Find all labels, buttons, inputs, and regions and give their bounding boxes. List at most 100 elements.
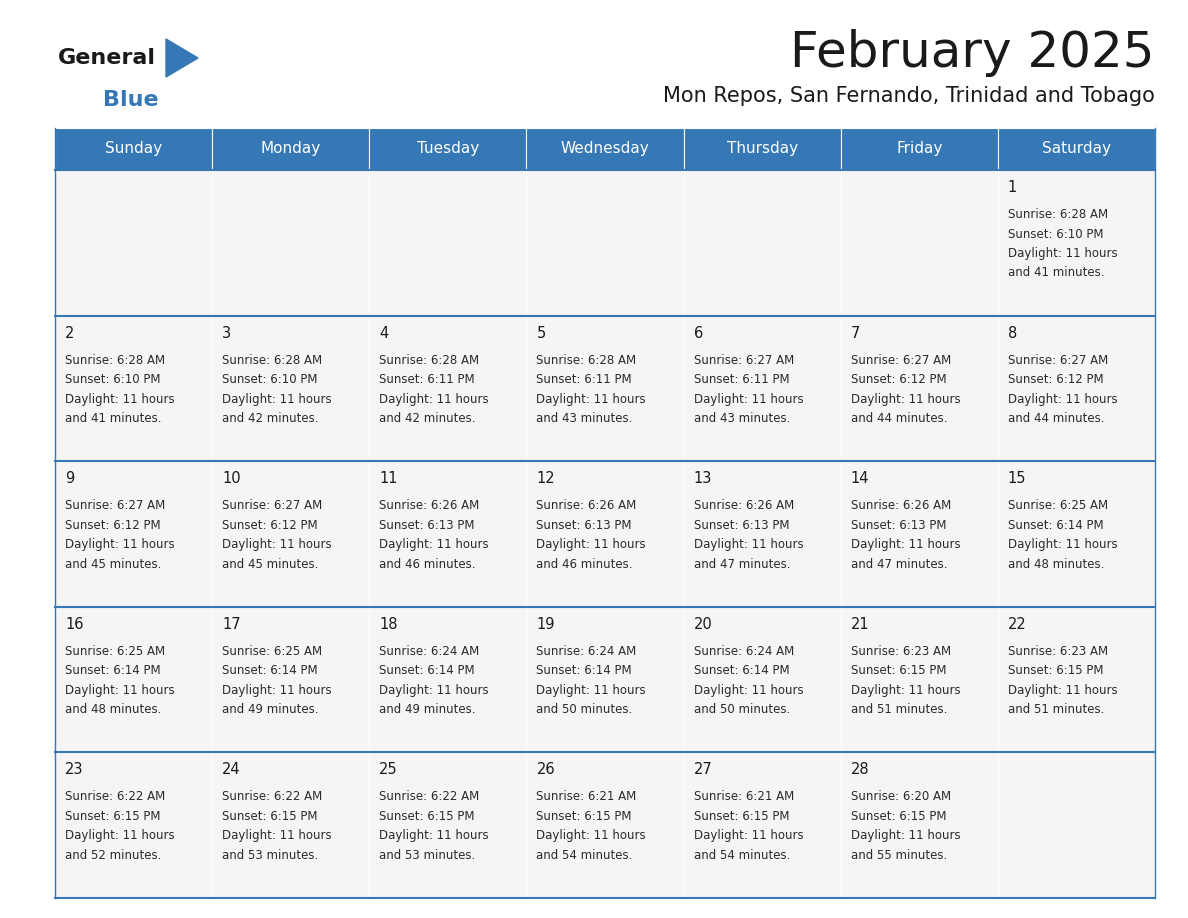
Text: and 48 minutes.: and 48 minutes. <box>1007 558 1104 571</box>
Bar <box>526 753 683 898</box>
Text: Daylight: 11 hours: Daylight: 11 hours <box>537 538 646 551</box>
Text: Daylight: 11 hours: Daylight: 11 hours <box>694 393 803 406</box>
Text: Daylight: 11 hours: Daylight: 11 hours <box>1007 684 1118 697</box>
Text: Sunset: 6:10 PM: Sunset: 6:10 PM <box>1007 228 1104 241</box>
Bar <box>213 316 369 461</box>
Text: Daylight: 11 hours: Daylight: 11 hours <box>851 829 960 843</box>
Text: 11: 11 <box>379 471 398 487</box>
Text: Thursday: Thursday <box>727 141 797 156</box>
Bar <box>213 128 369 170</box>
Text: and 42 minutes.: and 42 minutes. <box>222 412 318 425</box>
Text: Daylight: 11 hours: Daylight: 11 hours <box>222 684 331 697</box>
Bar <box>683 170 841 316</box>
Text: Daylight: 11 hours: Daylight: 11 hours <box>537 829 646 843</box>
Text: 1: 1 <box>1007 180 1017 195</box>
Text: Friday: Friday <box>896 141 942 156</box>
Text: Daylight: 11 hours: Daylight: 11 hours <box>694 538 803 551</box>
Text: 14: 14 <box>851 471 870 487</box>
Text: Sunrise: 6:28 AM: Sunrise: 6:28 AM <box>1007 208 1108 221</box>
Text: Sunrise: 6:24 AM: Sunrise: 6:24 AM <box>694 644 794 658</box>
Text: 24: 24 <box>222 763 241 778</box>
Bar <box>998 128 1155 170</box>
Bar <box>369 753 526 898</box>
Text: Daylight: 11 hours: Daylight: 11 hours <box>379 829 489 843</box>
Text: Tuesday: Tuesday <box>417 141 479 156</box>
Bar <box>841 753 998 898</box>
Bar <box>55 607 213 753</box>
Text: Sunset: 6:12 PM: Sunset: 6:12 PM <box>222 519 317 532</box>
Text: Daylight: 11 hours: Daylight: 11 hours <box>65 538 175 551</box>
Text: Daylight: 11 hours: Daylight: 11 hours <box>222 538 331 551</box>
Bar <box>841 461 998 607</box>
Text: 26: 26 <box>537 763 555 778</box>
Bar <box>369 607 526 753</box>
Bar <box>998 316 1155 461</box>
Text: Sunrise: 6:22 AM: Sunrise: 6:22 AM <box>222 790 322 803</box>
Text: 22: 22 <box>1007 617 1026 632</box>
Text: Sunrise: 6:26 AM: Sunrise: 6:26 AM <box>379 499 480 512</box>
Text: Daylight: 11 hours: Daylight: 11 hours <box>379 538 489 551</box>
Bar <box>683 461 841 607</box>
Text: Sunrise: 6:20 AM: Sunrise: 6:20 AM <box>851 790 950 803</box>
Text: Sunrise: 6:25 AM: Sunrise: 6:25 AM <box>65 644 165 658</box>
Text: and 46 minutes.: and 46 minutes. <box>537 558 633 571</box>
Text: 19: 19 <box>537 617 555 632</box>
Text: and 45 minutes.: and 45 minutes. <box>222 558 318 571</box>
Text: and 43 minutes.: and 43 minutes. <box>537 412 633 425</box>
Text: Sunset: 6:14 PM: Sunset: 6:14 PM <box>694 665 789 677</box>
Bar <box>683 316 841 461</box>
Text: Sunrise: 6:26 AM: Sunrise: 6:26 AM <box>694 499 794 512</box>
Text: 4: 4 <box>379 326 388 341</box>
Text: and 54 minutes.: and 54 minutes. <box>537 849 633 862</box>
Text: and 44 minutes.: and 44 minutes. <box>851 412 947 425</box>
Bar <box>683 607 841 753</box>
Text: Sunrise: 6:22 AM: Sunrise: 6:22 AM <box>379 790 480 803</box>
Text: Sunrise: 6:27 AM: Sunrise: 6:27 AM <box>1007 353 1108 366</box>
Text: Daylight: 11 hours: Daylight: 11 hours <box>1007 393 1118 406</box>
Text: and 46 minutes.: and 46 minutes. <box>379 558 475 571</box>
Text: and 51 minutes.: and 51 minutes. <box>1007 703 1104 716</box>
Text: General: General <box>58 48 156 68</box>
Bar <box>526 461 683 607</box>
Text: Sunrise: 6:25 AM: Sunrise: 6:25 AM <box>1007 499 1108 512</box>
Text: 27: 27 <box>694 763 713 778</box>
Bar <box>998 170 1155 316</box>
Bar <box>55 461 213 607</box>
Text: Sunrise: 6:27 AM: Sunrise: 6:27 AM <box>851 353 950 366</box>
Text: Sunset: 6:13 PM: Sunset: 6:13 PM <box>694 519 789 532</box>
Text: Sunset: 6:12 PM: Sunset: 6:12 PM <box>1007 373 1104 386</box>
Text: Monday: Monday <box>260 141 321 156</box>
Text: Daylight: 11 hours: Daylight: 11 hours <box>851 538 960 551</box>
Text: and 45 minutes.: and 45 minutes. <box>65 558 162 571</box>
Text: and 55 minutes.: and 55 minutes. <box>851 849 947 862</box>
Text: Saturday: Saturday <box>1042 141 1111 156</box>
Text: Blue: Blue <box>103 90 159 110</box>
Bar <box>55 170 213 316</box>
Text: Sunset: 6:12 PM: Sunset: 6:12 PM <box>65 519 160 532</box>
Bar <box>683 128 841 170</box>
Text: Sunset: 6:14 PM: Sunset: 6:14 PM <box>222 665 317 677</box>
Bar <box>213 170 369 316</box>
Text: 2: 2 <box>65 326 75 341</box>
Text: Sunset: 6:11 PM: Sunset: 6:11 PM <box>379 373 475 386</box>
Bar <box>369 461 526 607</box>
Text: 12: 12 <box>537 471 555 487</box>
Bar <box>369 128 526 170</box>
Text: 10: 10 <box>222 471 241 487</box>
Text: 17: 17 <box>222 617 241 632</box>
Text: Sunset: 6:11 PM: Sunset: 6:11 PM <box>694 373 789 386</box>
Bar <box>841 170 998 316</box>
Text: 20: 20 <box>694 617 713 632</box>
Text: Sunset: 6:15 PM: Sunset: 6:15 PM <box>222 810 317 823</box>
Bar <box>526 607 683 753</box>
Text: Sunset: 6:15 PM: Sunset: 6:15 PM <box>65 810 160 823</box>
Text: 18: 18 <box>379 617 398 632</box>
Text: and 42 minutes.: and 42 minutes. <box>379 412 475 425</box>
Text: Sunrise: 6:21 AM: Sunrise: 6:21 AM <box>537 790 637 803</box>
Text: 21: 21 <box>851 617 870 632</box>
Text: and 44 minutes.: and 44 minutes. <box>1007 412 1105 425</box>
Text: Sunset: 6:11 PM: Sunset: 6:11 PM <box>537 373 632 386</box>
Text: Sunset: 6:14 PM: Sunset: 6:14 PM <box>1007 519 1104 532</box>
Text: 6: 6 <box>694 326 703 341</box>
Text: 13: 13 <box>694 471 712 487</box>
